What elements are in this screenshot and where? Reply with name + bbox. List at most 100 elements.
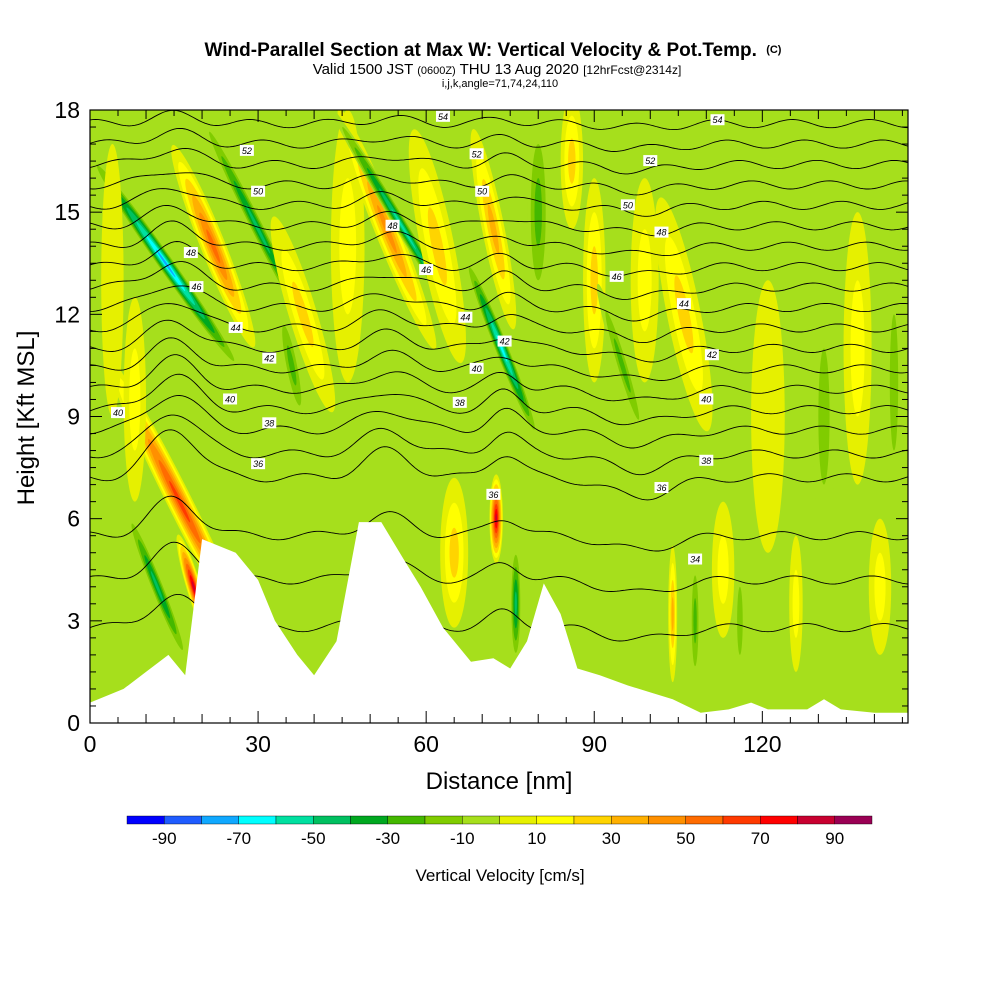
x-tick-label: 120	[743, 731, 781, 757]
colorbar-label: Vertical Velocity [cm/s]	[415, 866, 584, 885]
contour-label-bg	[475, 185, 490, 197]
velocity-cell	[101, 144, 124, 417]
contour-label-bg	[262, 352, 277, 364]
velocity-cell	[440, 477, 469, 628]
contour-label-bg	[228, 321, 243, 333]
x-tick-label: 30	[245, 731, 271, 757]
y-tick-label: 0	[67, 710, 80, 736]
velocity-cell-band	[427, 207, 447, 286]
contour-label-text: 50	[253, 187, 263, 197]
velocity-cell-band	[487, 204, 500, 255]
contour-label: 52	[469, 148, 484, 160]
y-tick-label: 15	[54, 199, 80, 225]
velocity-cell-band	[737, 586, 743, 655]
valid-time: Valid 1500 JST	[313, 61, 413, 78]
theta-contour-line	[90, 220, 908, 257]
colorbar-tick-label: 50	[676, 829, 695, 848]
contour-label-text: 46	[191, 282, 201, 292]
colorbar-tick-label: -90	[152, 829, 177, 848]
contour-label-text: 38	[264, 418, 274, 428]
contour-label-bg	[469, 362, 484, 374]
contour-label: 36	[251, 458, 266, 470]
velocity-cell-band	[674, 275, 694, 354]
theta-contour-line	[90, 373, 908, 426]
colorbar-tick-label: 10	[527, 829, 546, 848]
colorbar-tick-label: -30	[375, 829, 400, 848]
colorbar-swatch	[611, 815, 649, 825]
contour-label: 44	[458, 311, 473, 323]
theta-contour-line	[90, 495, 908, 552]
velocity-cell-band	[292, 281, 314, 347]
velocity-cell	[690, 552, 701, 689]
colorbar-swatch	[201, 815, 239, 825]
contour-label-bg	[435, 110, 450, 122]
contour-label-text: 52	[645, 156, 655, 166]
velocity-cell	[789, 535, 803, 672]
contour-label-text: 42	[264, 354, 274, 364]
velocity-cell	[596, 283, 648, 447]
contour-label-bg	[111, 407, 126, 419]
colorbar-tick-label: -50	[301, 829, 326, 848]
contour-label: 44	[676, 298, 691, 310]
contour-label-text: 52	[472, 149, 482, 159]
velocity-cell-band	[693, 598, 697, 644]
contour-label-text: 48	[388, 221, 398, 231]
contour-label-bg	[676, 298, 691, 310]
contour-label-bg	[458, 311, 473, 323]
velocity-cell-band	[286, 345, 297, 386]
contour-label: 54	[435, 110, 450, 122]
velocity-cell-band	[889, 314, 899, 451]
contour-labels: 34 36 36 36 38 38 38 40 40 40 40 42 42 42 44 44 44 46 46 46…	[111, 110, 725, 565]
theta-contour-line	[90, 429, 908, 501]
contour-label: 40	[223, 393, 238, 405]
velocity-cell-band	[191, 580, 196, 593]
velocity-cell	[527, 110, 550, 315]
contour-label-bg	[654, 226, 669, 238]
velocity-cell-band	[671, 596, 674, 632]
velocity-cell-band	[818, 348, 830, 485]
contour-label: 38	[699, 454, 714, 466]
contour-label-bg	[654, 482, 669, 494]
grid-indices: i,j,k,angle=71,74,24,110	[442, 78, 558, 90]
x-axis-label: Distance [nm]	[426, 768, 573, 795]
contour-label: 46	[419, 264, 434, 276]
theta-contour-line	[90, 414, 908, 476]
velocity-cell-band	[850, 280, 865, 417]
contour-label-text: 54	[438, 112, 448, 122]
velocity-cell	[583, 178, 606, 383]
x-tick-label: 90	[581, 731, 607, 757]
contour-label: 52	[643, 155, 658, 167]
velocity-cell-band	[245, 204, 271, 254]
colorbar-swatch	[126, 815, 165, 825]
velocity-cell	[843, 212, 872, 485]
contour-label: 42	[704, 349, 719, 361]
contour-label-text: 38	[701, 456, 711, 466]
colorbar-swatch	[573, 815, 612, 825]
colorbar-swatch	[313, 815, 351, 825]
y-tick-label: 3	[67, 608, 80, 634]
velocity-cell-band	[514, 591, 517, 617]
velocity-cell	[885, 246, 903, 519]
colorbar-swatch	[685, 815, 724, 825]
valid-zulu: (0600Z)	[417, 65, 456, 77]
chart-title: Wind-Parallel Section at Max W: Vertical…	[205, 40, 782, 61]
contour-label-bg	[189, 281, 204, 293]
contour-label: 38	[452, 396, 467, 408]
colorbar-swatch	[797, 815, 835, 825]
contour-label: 42	[262, 352, 277, 364]
velocity-cell-band	[449, 527, 459, 578]
velocity-cell-band	[391, 208, 417, 250]
contour-label-text: 48	[186, 248, 196, 258]
contour-label-text: 36	[253, 459, 263, 469]
contour-label: 40	[111, 407, 126, 419]
theta-contour-line	[90, 285, 908, 322]
terrain-mask	[90, 522, 908, 723]
velocity-cell-band	[129, 348, 141, 451]
colorbar-swatch	[499, 815, 537, 825]
theta-contour-line	[90, 172, 908, 196]
contour-label-text: 48	[656, 228, 666, 238]
theta-contour-line	[90, 261, 908, 300]
contour-label-text: 38	[455, 398, 465, 408]
